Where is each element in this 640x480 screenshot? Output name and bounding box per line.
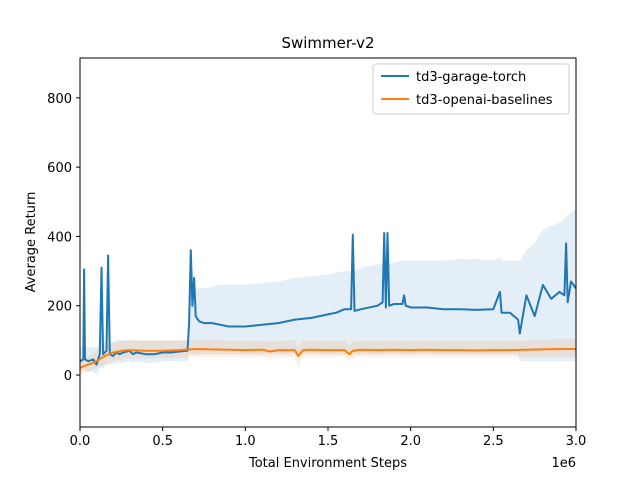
y-tick-label: 800 bbox=[47, 92, 72, 107]
chart-title: Swimmer-v2 bbox=[281, 34, 374, 52]
band-td3-openai-baselines bbox=[80, 339, 576, 375]
x-axis-offset-label: 1e6 bbox=[551, 456, 576, 471]
y-tick-label: 400 bbox=[47, 230, 72, 245]
line-td3-openai-baselines bbox=[79, 348, 576, 369]
y-tick-label: 200 bbox=[47, 300, 72, 315]
y-axis-ticks: 0 200 400 600 800 bbox=[47, 92, 80, 384]
series-lines bbox=[79, 232, 577, 369]
legend-label-td3-garage-torch: td3-garage-torch bbox=[416, 70, 526, 85]
band-td3-garage-torch bbox=[80, 208, 576, 375]
x-tick-label: 0.0 bbox=[70, 434, 91, 449]
y-axis-label: Average Return bbox=[24, 192, 39, 293]
x-tick-label: 3.0 bbox=[566, 434, 587, 449]
x-tick-label: 2.0 bbox=[400, 434, 421, 449]
y-tick-label: 600 bbox=[47, 161, 72, 176]
x-tick-label: 1.0 bbox=[235, 434, 256, 449]
line-td3-garage-torch bbox=[79, 232, 577, 366]
x-tick-label: 0.5 bbox=[152, 434, 173, 449]
x-tick-label: 2.5 bbox=[483, 434, 504, 449]
x-axis-label: Total Environment Steps bbox=[248, 456, 407, 471]
legend: td3-garage-torch td3-openai-baselines bbox=[372, 63, 570, 115]
legend-label-td3-openai-baselines: td3-openai-baselines bbox=[416, 93, 553, 108]
x-axis-ticks: 0.0 0.5 1.0 1.5 2.0 2.5 3.0 bbox=[70, 427, 587, 449]
x-tick-label: 1.5 bbox=[318, 434, 339, 449]
legend-box bbox=[372, 63, 570, 115]
y-tick-label: 0 bbox=[64, 369, 72, 384]
